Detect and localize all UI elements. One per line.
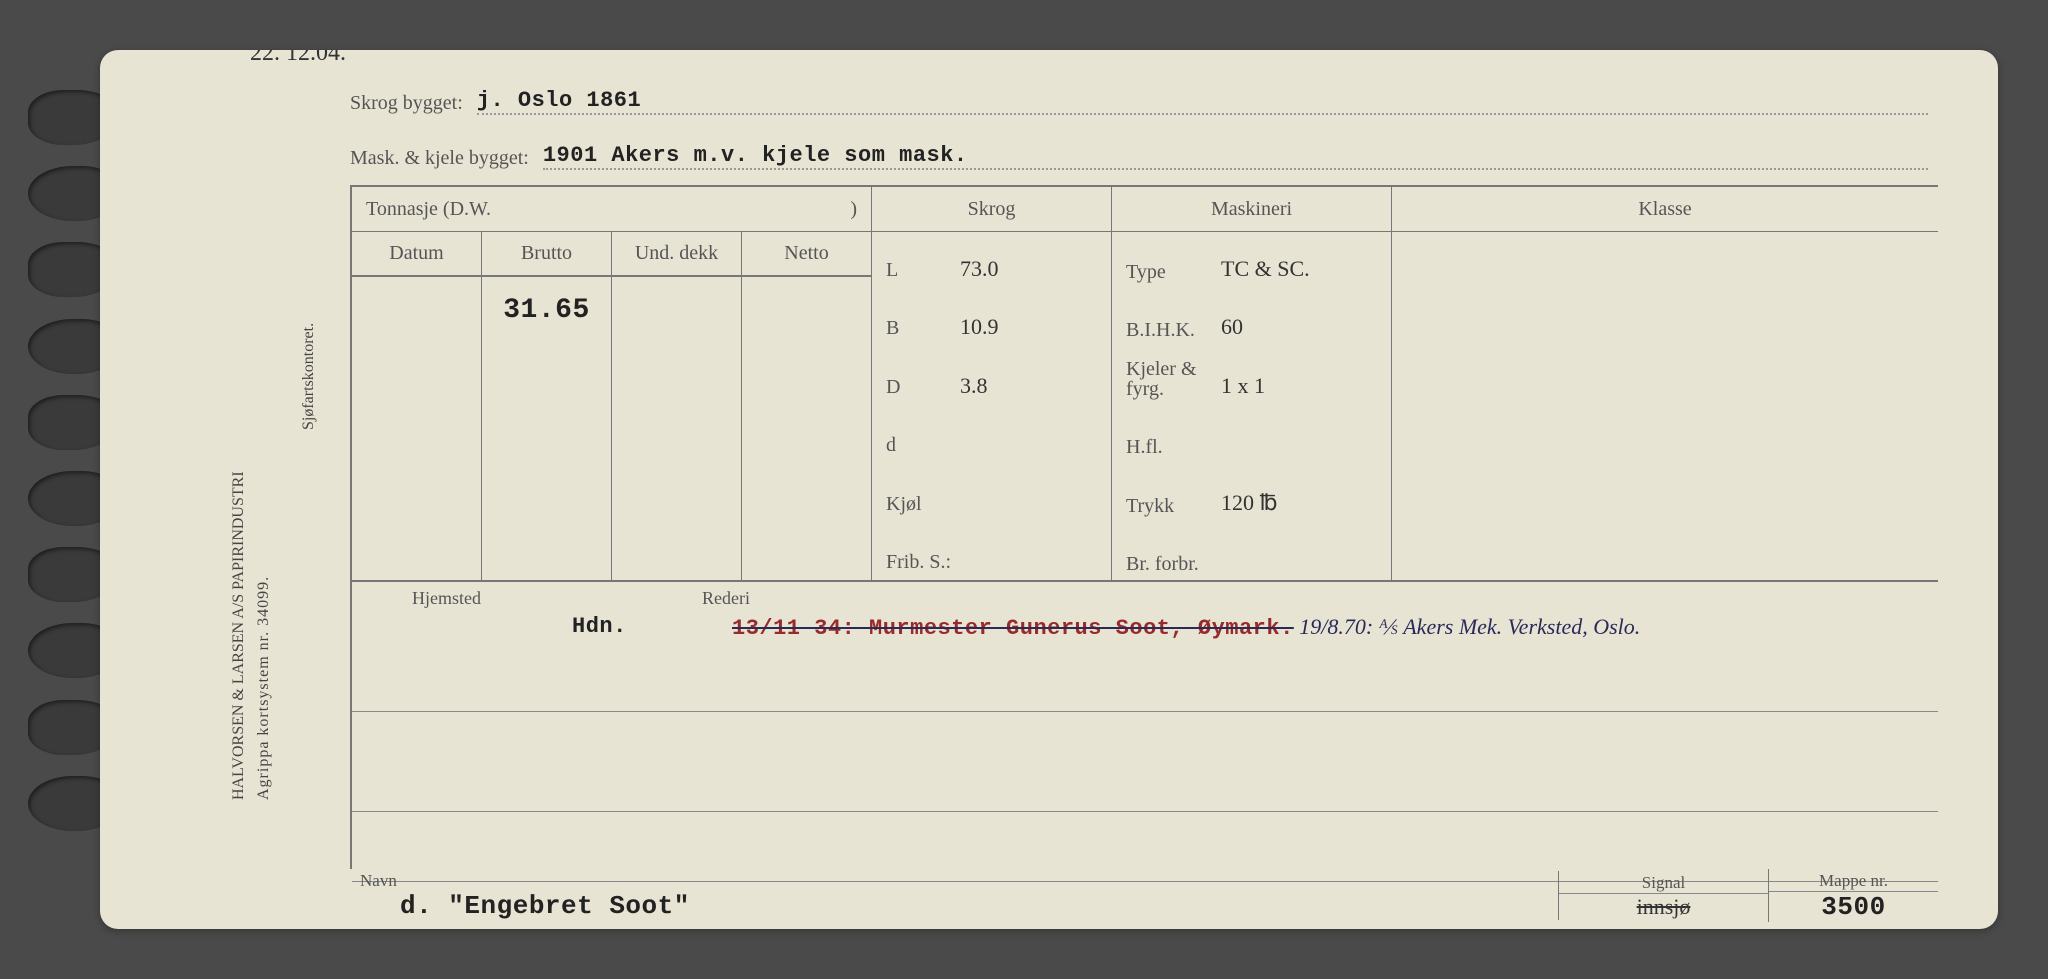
tonnage-subheader: Datum Brutto Und. dekk Netto <box>352 232 872 277</box>
skrog-L-value: 73.0 <box>960 256 1097 282</box>
mappe-value: 3500 <box>1821 892 1885 922</box>
card-wrap: HALVORSEN & LARSEN A/S PAPIRINDUSTRI Agr… <box>20 20 2028 959</box>
rederi-label: Rederi <box>702 588 750 609</box>
skrog-title: Skrog <box>968 198 1016 221</box>
netto-cell <box>742 277 871 580</box>
signal-label: Signal <box>1559 873 1768 894</box>
skrog-L-label: L <box>886 259 950 282</box>
mask-type-value: TC & SC. <box>1221 256 1377 282</box>
col-netto: Netto <box>784 242 828 265</box>
skrog-bygget-label: Skrog bygget: <box>350 92 463 115</box>
col-datum: Datum <box>389 242 443 265</box>
tonnage-body: 31.65 <box>352 277 872 582</box>
skrog-header: Skrog <box>872 187 1112 232</box>
rederi-line: 13/11 34: Murmester Gunerus Soot, Øymark… <box>732 614 1928 641</box>
signal-value: innsjø <box>1637 894 1691 919</box>
mask-kjeler-value: 1 x 1 <box>1221 373 1377 399</box>
tonnage-paren: ) <box>850 198 857 221</box>
rederi-appended-text: 19/8.70: ⅍ Akers Mek. Verksted, Oslo. <box>1299 614 1640 639</box>
tonnage-header: Tonnasje (D.W. ) <box>352 187 872 232</box>
skrog-D-value: 3.8 <box>960 373 1097 399</box>
top-date-handwritten: 22. 12.04. <box>250 50 346 67</box>
mask-kjeler-label: Kjeler & fyrg. <box>1126 359 1211 399</box>
card-content: 22. 12.04. Skrog bygget: j. Oslo 1861 Ma… <box>250 50 1968 929</box>
side-company-text: HALVORSEN & LARSEN A/S PAPIRINDUSTRI <box>230 471 248 800</box>
skrog-B-value: 10.9 <box>960 314 1097 340</box>
mask-trykk-value: 120 ℔ <box>1221 490 1377 516</box>
maskineri-header: Maskineri <box>1112 187 1392 232</box>
col-und-dekk: Und. dekk <box>635 242 718 265</box>
klasse-title: Klasse <box>1638 198 1691 221</box>
mask-br-label: Br. forbr. <box>1126 554 1211 574</box>
skrog-d-label: d <box>886 434 950 457</box>
tonnage-label: Tonnasje (D.W. <box>366 198 491 221</box>
navn-value: d. "Engebret Soot" <box>360 891 690 921</box>
skrog-D-label: D <box>886 376 950 399</box>
maskineri-body: Type TC & SC. B.I.H.K. 60 Kjeler & fyrg. 1 … <box>1112 232 1392 582</box>
signal-box: Signal innsjø <box>1558 871 1768 920</box>
mask-kjele-row: Mask. & kjele bygget: 1901 Akers m.v. kj… <box>350 130 1928 170</box>
skrog-B-label: B <box>886 317 950 340</box>
mask-kjele-value: 1901 Akers m.v. kjele som mask. <box>543 143 1928 170</box>
index-card: HALVORSEN & LARSEN A/S PAPIRINDUSTRI Agr… <box>100 50 1998 929</box>
und-dekk-cell <box>612 277 742 580</box>
mask-bihk-value: 60 <box>1221 314 1377 340</box>
skrog-kjol-label: Kjøl <box>886 493 950 516</box>
mask-bihk-label: B.I.H.K. <box>1126 320 1211 340</box>
skrog-bygget-row: Skrog bygget: j. Oslo 1861 <box>350 75 1928 115</box>
mappe-label: Mappe nr. <box>1769 871 1938 892</box>
hjemsted-section: Hjemsted Rederi Hdn. 13/11 34: Murmester… <box>352 582 1938 712</box>
mask-trykk-label: Trykk <box>1126 496 1211 516</box>
klasse-header: Klasse <box>1392 187 1938 232</box>
klasse-body <box>1392 232 1938 582</box>
col-brutto: Brutto <box>521 242 572 265</box>
hjemsted-label: Hjemsted <box>412 588 481 609</box>
mappe-box: Mappe nr. 3500 <box>1768 869 1938 922</box>
data-grid: Tonnasje (D.W. ) Datum Brutto Und. dekk … <box>350 185 1938 869</box>
maskineri-title: Maskineri <box>1211 198 1292 221</box>
mask-hfl-label: H.fl. <box>1126 437 1211 457</box>
blank-row-1 <box>352 712 1938 812</box>
rederi-struck-text: 13/11 34: Murmester Gunerus Soot, Øymark… <box>732 616 1294 641</box>
skrog-frib-label: Frib. S.: <box>886 551 976 574</box>
datum-cell <box>352 277 482 580</box>
brutto-value: 31.65 <box>503 295 590 326</box>
navn-row: Navn d. "Engebret Soot" Signal innsjø Ma… <box>350 869 1938 921</box>
mask-kjele-label: Mask. & kjele bygget: <box>350 147 529 170</box>
hjemsted-hdn: Hdn. <box>572 614 627 639</box>
navn-box: Navn d. "Engebret Soot" <box>350 869 1558 921</box>
skrog-body: L 73.0 B 10.9 D 3.8 d Kjøl Frib. S.: <box>872 232 1112 582</box>
skrog-bygget-value: j. Oslo 1861 <box>477 88 1928 115</box>
navn-label: Navn <box>360 871 1548 891</box>
mask-type-label: Type <box>1126 262 1211 282</box>
